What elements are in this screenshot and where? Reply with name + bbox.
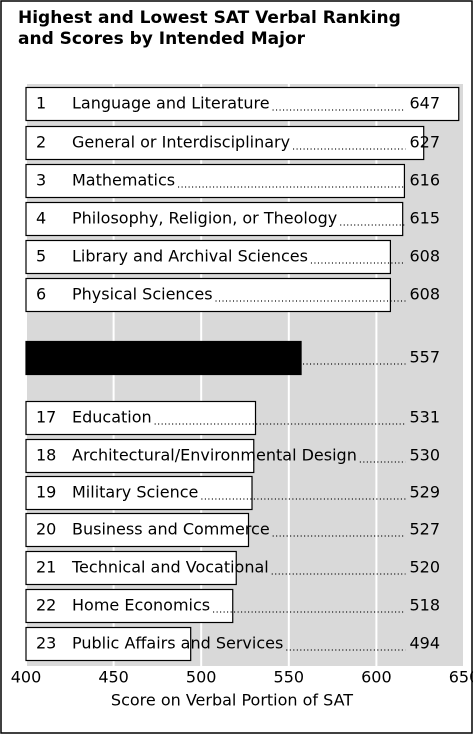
category-label: Philosophy, Religion, or Theology [72, 209, 337, 228]
rank-label: 19 [36, 483, 56, 502]
category-label: Technical and Vocational [71, 558, 269, 577]
value-label: 520 [409, 558, 440, 577]
rank-label: 20 [36, 520, 56, 539]
rank-label: 18 [36, 446, 56, 465]
rank-label: 2 [36, 133, 46, 152]
bar [25, 400, 257, 436]
rank-label: 23 [36, 634, 56, 653]
chart-title: Highest and Lowest SAT Verbal Ranking an… [18, 8, 401, 49]
category-label: Military Science [72, 483, 198, 502]
x-tick-label: 500 [186, 668, 217, 687]
value-label: 557 [409, 348, 440, 367]
value-label: 518 [409, 596, 440, 615]
category-label: Library and Archival Sciences [72, 247, 308, 266]
category-label: General or Interdisciplinary [72, 133, 290, 152]
value-label: 647 [409, 94, 440, 113]
rank-label: 4 [36, 209, 46, 228]
category-label: Language and Literature [72, 94, 270, 113]
rank-label: 1 [36, 94, 46, 113]
value-label: 527 [409, 520, 440, 539]
x-tick-label: 650 [449, 668, 473, 687]
bar [25, 201, 404, 237]
value-label: 494 [409, 634, 440, 653]
category-label: Public Affairs and Services [72, 634, 283, 653]
value-label: 530 [409, 446, 440, 465]
category-label: Mathematics [72, 171, 175, 190]
x-tick-label: 400 [11, 668, 42, 687]
bar [25, 512, 250, 548]
category-label: Education [72, 408, 152, 427]
x-tick-label: 550 [274, 668, 305, 687]
rank-label: 17 [36, 408, 56, 427]
bar [25, 239, 392, 275]
category-label: State Average [72, 348, 185, 367]
rank-label: 22 [36, 596, 56, 615]
bar [25, 277, 392, 313]
bar [25, 86, 460, 122]
category-label: Business and Commerce [72, 520, 270, 539]
bar [25, 340, 302, 376]
category-label: Architectural/Environmental Design [72, 446, 357, 465]
value-label: 529 [409, 483, 440, 502]
rank-label: 5 [36, 247, 46, 266]
value-label: 616 [409, 171, 440, 190]
bar [25, 588, 234, 624]
value-label: 531 [409, 408, 440, 427]
value-label: 627 [409, 133, 440, 152]
bar [25, 438, 255, 474]
rank-label: 3 [36, 171, 46, 190]
bar [25, 475, 253, 511]
value-label: 608 [409, 285, 440, 304]
category-label: Physical Sciences [72, 285, 213, 304]
bar [25, 125, 425, 161]
bar [25, 626, 192, 662]
x-tick-label: 600 [361, 668, 392, 687]
x-axis-title: Score on Verbal Portion of SAT [111, 691, 353, 710]
value-label: 608 [409, 247, 440, 266]
value-label: 615 [409, 209, 440, 228]
rank-label: 21 [36, 558, 56, 577]
category-label: Home Economics [72, 596, 210, 615]
x-tick-label: 450 [98, 668, 129, 687]
rank-label: 6 [36, 285, 46, 304]
bar [25, 163, 406, 199]
bar [25, 550, 237, 586]
